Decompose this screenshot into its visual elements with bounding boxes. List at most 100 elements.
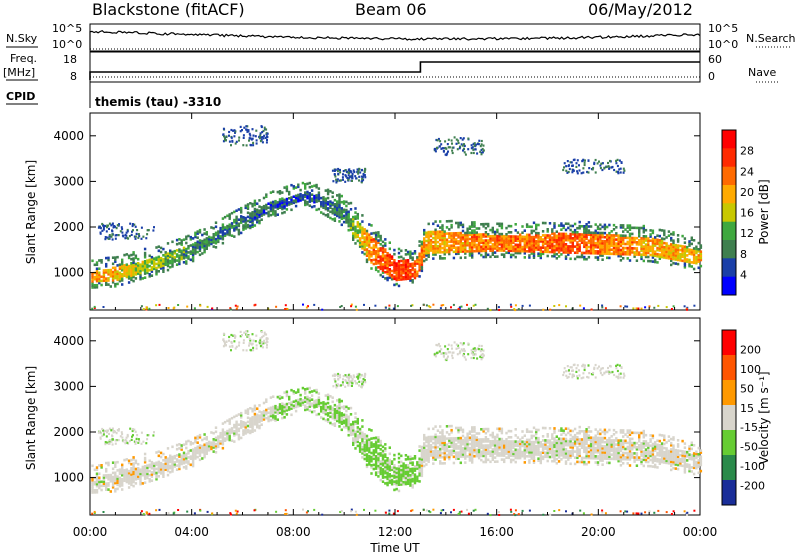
velocity-cell [530, 442, 533, 446]
velocity-cell [473, 442, 476, 446]
velocity-cell [535, 440, 538, 444]
power-cell [326, 192, 330, 196]
power-cell [548, 222, 552, 225]
power-cell [370, 232, 373, 235]
velocity-cell [365, 442, 369, 446]
power-cell [235, 215, 238, 219]
velocity-cell [150, 460, 154, 464]
velocity-cell [413, 457, 417, 460]
power-cell [566, 171, 569, 174]
power-cell [370, 240, 373, 244]
power-cell [274, 214, 277, 217]
power-cell [134, 266, 138, 270]
power-cell [245, 144, 248, 147]
velocity-cell [379, 443, 382, 447]
power-cell [628, 253, 632, 256]
velocity-cell [306, 405, 309, 409]
velocity-cell [493, 448, 497, 451]
velocity-cell [178, 467, 181, 471]
power-cell [601, 244, 604, 247]
velocity-cell [237, 423, 241, 426]
power-cell [642, 235, 645, 238]
velocity-cell [281, 406, 284, 410]
power-cell [466, 237, 469, 241]
power-cell [294, 194, 298, 198]
velocity-cell [333, 422, 337, 425]
velocity-cell [439, 451, 442, 455]
velocity-cell [521, 442, 524, 446]
power-cell [219, 235, 222, 238]
velocity-cell [491, 458, 494, 461]
power-cell [239, 125, 242, 128]
power-cell [178, 250, 181, 253]
velocity-cell [95, 468, 99, 471]
power-cell [185, 249, 188, 253]
velocity-cell [484, 448, 488, 451]
power-cell [670, 308, 673, 310]
velocity-cell [304, 408, 307, 412]
power-cell [481, 147, 484, 151]
velocity-cell [363, 445, 366, 448]
velocity-cell [299, 397, 302, 401]
velocity-cell [134, 471, 138, 475]
power-cell [105, 281, 108, 284]
power-cell [562, 168, 565, 172]
velocity-cell [455, 445, 458, 448]
velocity-cell [185, 454, 188, 458]
power-cell [651, 229, 655, 233]
velocity-cell [368, 461, 371, 464]
velocity-cell [354, 430, 357, 434]
power-cell [432, 230, 435, 234]
power-cell [146, 261, 149, 264]
power-cell [644, 247, 648, 250]
velocity-cell [464, 440, 467, 444]
power-cell [159, 261, 163, 264]
power-cell [496, 245, 499, 248]
power-cell [155, 272, 158, 276]
power-cell [102, 273, 106, 276]
power-cell [425, 235, 428, 239]
velocity-cell [443, 435, 446, 438]
power-cell [338, 193, 341, 196]
velocity-cell [523, 442, 526, 446]
power-cell [249, 202, 252, 205]
velocity-cell [336, 411, 339, 414]
velocity-cell [148, 478, 151, 481]
velocity-cell [214, 446, 218, 450]
power-cell [480, 139, 483, 143]
power-cell [461, 242, 465, 245]
power-cell [468, 250, 472, 253]
power-cell [349, 218, 353, 221]
power-cell [356, 229, 359, 232]
velocity-cell [221, 432, 225, 436]
power-cell [226, 228, 229, 232]
velocity-cell [512, 446, 515, 449]
power-cell [155, 262, 158, 266]
freq-label: Freq. [10, 52, 38, 65]
velocity-cell [118, 468, 122, 471]
power-cell [475, 227, 478, 230]
velocity-cell [420, 468, 424, 471]
power-cell [690, 261, 693, 264]
power-cell [432, 240, 435, 244]
velocity-cell [507, 440, 510, 443]
power-cell [105, 256, 108, 260]
velocity-cell [121, 480, 124, 483]
power-cell [553, 238, 556, 242]
power-cell [173, 258, 176, 261]
velocity-cell [374, 436, 378, 440]
velocity-cell [130, 467, 133, 470]
power-cell [672, 247, 675, 251]
power-cell [555, 238, 558, 242]
power-cell [599, 227, 602, 231]
power-cell [441, 234, 444, 238]
power-cell [361, 242, 364, 246]
power-cell [571, 164, 574, 167]
power-cell [386, 264, 389, 267]
power-cell [219, 226, 222, 230]
power-cell [647, 251, 650, 255]
velocity-cell [109, 490, 112, 493]
power-cell [169, 259, 172, 263]
power-cell [159, 267, 163, 270]
power-cell [452, 244, 456, 247]
